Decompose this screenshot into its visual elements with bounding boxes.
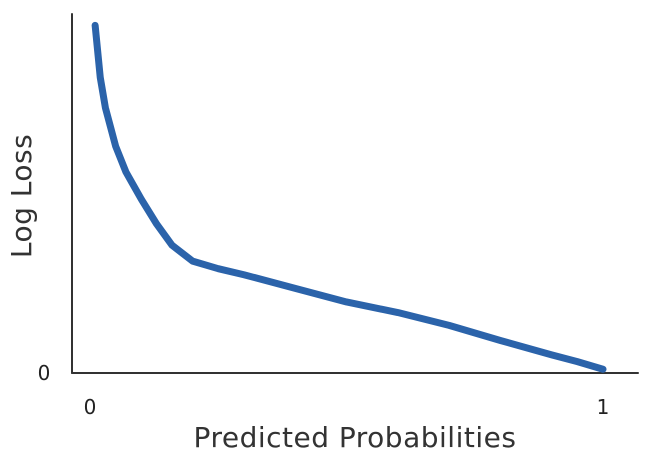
log-loss-curve — [91, 21, 607, 373]
labels-layer: 0 1 0 Predicted Probabilities Log Loss — [5, 134, 609, 454]
x-tick-label: 0 — [84, 395, 97, 419]
y-tick-label: 0 — [38, 361, 51, 385]
y-axis-label: Log Loss — [5, 134, 38, 258]
x-tick-label: 1 — [597, 395, 610, 419]
axes-layer — [71, 13, 639, 374]
series-layer — [91, 21, 607, 373]
x-axis-label: Predicted Probabilities — [194, 421, 517, 454]
